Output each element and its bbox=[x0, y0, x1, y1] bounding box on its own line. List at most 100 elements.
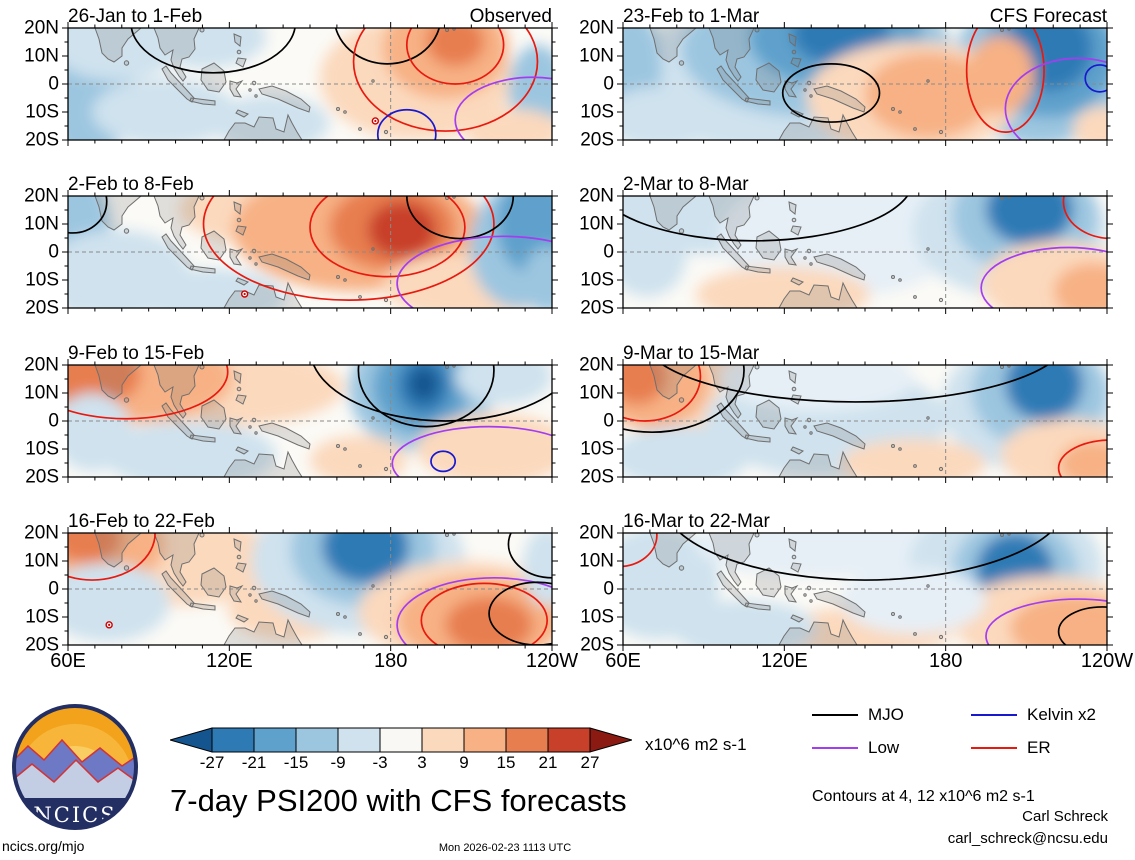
panel-header: 16-Mar to 22-Mar bbox=[623, 509, 1107, 533]
ncics-logo-svg: NCICS bbox=[12, 704, 138, 830]
y-tick-label: 10N bbox=[24, 550, 59, 572]
map-panel: 2-Feb to 8-Feb 20N 10N 0 10S 20S bbox=[8, 172, 564, 318]
y-tick-label: 0 bbox=[48, 73, 59, 95]
y-tick-label: 20S bbox=[25, 466, 59, 488]
panel-y-axis: 20N 10N 0 10S 20S bbox=[563, 187, 623, 318]
x-tick-label: 180 bbox=[928, 650, 963, 672]
y-tick-label: 20S bbox=[580, 129, 614, 151]
y-tick-label: 10N bbox=[24, 382, 59, 404]
y-tick-label: 20N bbox=[24, 354, 59, 376]
panel-title: 26-Jan to 1-Feb bbox=[68, 6, 203, 27]
panel-body: 20N 10N 0 10S 20S bbox=[8, 356, 564, 487]
colorbar-svg bbox=[170, 727, 632, 753]
y-tick-label: 10S bbox=[580, 101, 614, 123]
y-tick-label: 20S bbox=[580, 634, 614, 656]
y-tick-label: 20N bbox=[579, 185, 614, 207]
y-tick-label: 10S bbox=[25, 101, 59, 123]
panel-map-svg bbox=[62, 359, 558, 483]
panel-y-axis: 20N 10N 0 10S 20S bbox=[563, 356, 623, 487]
y-tick-label: 20N bbox=[579, 522, 614, 544]
y-tick-label: 10S bbox=[580, 438, 614, 460]
y-tick-label: 20N bbox=[24, 185, 59, 207]
x-axis-labels: 60E 120E 180 120W 60E 120E 180 120W bbox=[0, 650, 1135, 678]
y-tick-label: 0 bbox=[603, 73, 614, 95]
map-panel: 16-Mar to 22-Mar 20N 10N 0 10S 20S bbox=[563, 509, 1119, 655]
panel-plot bbox=[62, 359, 558, 483]
colorbar-tick-label: -9 bbox=[330, 753, 346, 772]
panel-y-axis: 20N 10N 0 10S 20S bbox=[8, 187, 68, 318]
panel-y-axis: 20N 10N 0 10S 20S bbox=[563, 19, 623, 150]
map-panel: 2-Mar to 8-Mar 20N 10N 0 10S 20S bbox=[563, 172, 1119, 318]
panel-plot bbox=[617, 190, 1113, 314]
panel-body: 20N 10N 0 10S 20S bbox=[8, 187, 564, 318]
panel-title: 9-Feb to 15-Feb bbox=[68, 343, 205, 364]
figure-title: 7-day PSI200 with CFS forecasts bbox=[170, 783, 627, 818]
y-tick-label: 0 bbox=[48, 410, 59, 432]
panel-body: 20N 10N 0 10S 20S bbox=[8, 524, 564, 655]
y-tick-label: 20S bbox=[580, 297, 614, 319]
panel-map-svg bbox=[617, 190, 1113, 314]
panel-header: 2-Feb to 8-Feb bbox=[68, 172, 552, 196]
panel-plot bbox=[62, 22, 558, 146]
panel-header: 9-Mar to 15-Mar bbox=[623, 341, 1107, 365]
panel-header: 16-Feb to 22-Feb bbox=[68, 509, 552, 533]
map-panel: 26-Jan to 1-Feb Observed 20N 10N 0 10S 20S bbox=[8, 4, 564, 150]
ncics-logo: NCICS bbox=[10, 702, 140, 832]
panel-map-svg bbox=[617, 359, 1113, 483]
map-panel: 16-Feb to 22-Feb 20N 10N 0 10S 20S bbox=[8, 509, 564, 655]
legend-label: Low bbox=[868, 738, 900, 757]
panel-header: 2-Mar to 8-Mar bbox=[623, 172, 1107, 196]
y-tick-label: 10N bbox=[579, 213, 614, 235]
x-tick-label: 60E bbox=[50, 650, 86, 672]
y-tick-label: 20S bbox=[25, 634, 59, 656]
colorbar-tick-label: 27 bbox=[580, 753, 600, 772]
legend-item: MJO bbox=[812, 705, 965, 725]
panel-plot bbox=[62, 527, 558, 651]
panel-header: 9-Feb to 15-Feb bbox=[68, 341, 552, 365]
y-tick-label: 10N bbox=[24, 213, 59, 235]
panel-map-svg bbox=[62, 22, 558, 146]
logo-text: NCICS bbox=[33, 803, 116, 827]
panel-corner-label: Observed bbox=[469, 6, 552, 27]
colorbar-tick-label: 15 bbox=[496, 753, 516, 772]
panel-body: 20N 10N 0 10S 20S bbox=[563, 524, 1119, 655]
colorbar-tick-label: -27 bbox=[199, 753, 225, 772]
y-tick-label: 0 bbox=[603, 578, 614, 600]
legend-label: ER bbox=[1027, 738, 1051, 757]
panel-plot bbox=[617, 527, 1113, 651]
contour-legend: MJO Kelvin x2 Low ER bbox=[812, 705, 1124, 758]
y-tick-label: 10N bbox=[579, 550, 614, 572]
colorbar-tick-label: 21 bbox=[538, 753, 558, 772]
colorbar-tick-label: 9 bbox=[459, 753, 469, 772]
y-tick-label: 0 bbox=[603, 410, 614, 432]
panel-title: 16-Feb to 22-Feb bbox=[68, 511, 215, 532]
y-tick-label: 20N bbox=[579, 354, 614, 376]
x-tick-label: 180 bbox=[373, 650, 408, 672]
panel-header: 23-Feb to 1-Mar CFS Forecast bbox=[623, 4, 1107, 28]
panel-map-svg bbox=[617, 527, 1113, 651]
panel-map-svg bbox=[62, 527, 558, 651]
y-tick-label: 10N bbox=[579, 45, 614, 67]
y-tick-label: 20S bbox=[25, 297, 59, 319]
y-tick-label: 0 bbox=[48, 578, 59, 600]
panel-plot bbox=[617, 22, 1113, 146]
legend-label: MJO bbox=[868, 705, 904, 724]
contour-note: Contours at 4, 12 x10^6 m2 s-1 bbox=[812, 788, 1035, 805]
x-tick-label: 120E bbox=[760, 650, 808, 672]
map-panel: 9-Feb to 15-Feb 20N 10N 0 10S 20S bbox=[8, 341, 564, 487]
colorbar-units-label: x10^6 m2 s-1 bbox=[645, 735, 747, 754]
colorbar-tick-label: -15 bbox=[283, 753, 309, 772]
y-tick-label: 10S bbox=[25, 438, 59, 460]
timestamp: Mon 2026-02-23 1113 UTC bbox=[438, 842, 572, 854]
legend-item: Low bbox=[812, 738, 965, 758]
y-tick-label: 10N bbox=[24, 45, 59, 67]
legend-line-swatch bbox=[971, 714, 1017, 716]
map-panel: 23-Feb to 1-Mar CFS Forecast 20N 10N 0 10S 2… bbox=[563, 4, 1119, 150]
colorbar-labels: -27 -21 -15 -9 -3 3 9 15 21 27 bbox=[170, 753, 632, 773]
colorbar-tick-label: 3 bbox=[417, 753, 427, 772]
panel-y-axis: 20N 10N 0 10S 20S bbox=[8, 19, 68, 150]
y-tick-label: 10S bbox=[580, 269, 614, 291]
credit-email: carl_schreck@ncsu.edu bbox=[947, 830, 1108, 847]
panel-corner-label: CFS Forecast bbox=[989, 6, 1107, 27]
